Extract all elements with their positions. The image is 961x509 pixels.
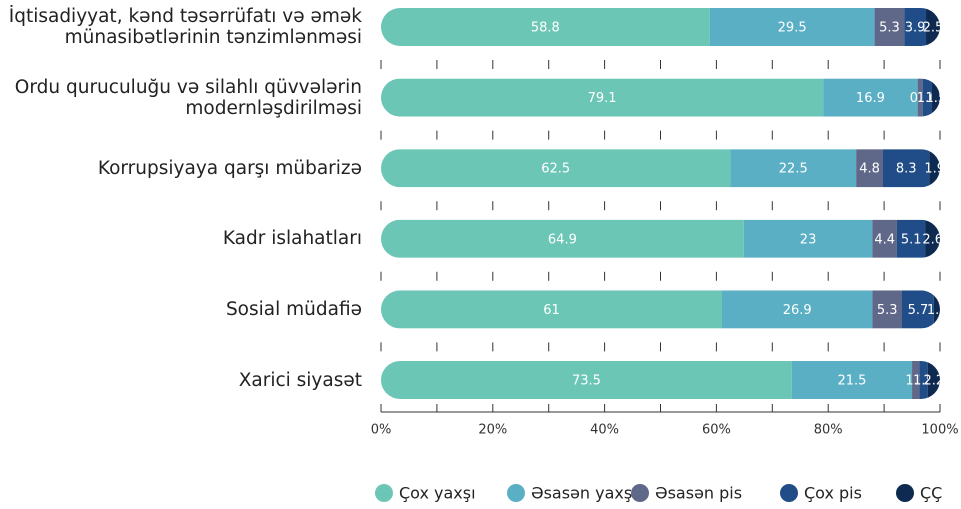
legend-swatch [375,484,393,502]
bar-segment [933,290,940,329]
bar-segment [919,361,928,399]
category-label: Ordu quruculuğu və silahlı qüvvələrin mo… [14,76,362,119]
data-label: 21.5 [837,374,866,389]
bar-row: 61 26.9 5.3 5.71.2 [381,290,948,329]
legend-label: Əsasən yaxşı [531,484,637,503]
data-label: 2.2 [924,374,945,389]
bar-segment [721,290,873,329]
legend-swatch [631,484,649,502]
bar-segment [709,8,875,46]
category-label: Sosial müdafiə [225,298,362,320]
data-label: 1.2 [927,303,948,318]
bar-segment [926,8,940,46]
data-label: 2.6 [922,232,943,247]
data-label: 5.7 [908,303,929,318]
x-tick-label: 60% [702,423,731,438]
category-label: Korrupsiyaya qarşı mübarizə [97,157,362,179]
x-tick-label: 100% [921,423,958,438]
x-tick-label: 20% [478,423,507,438]
bar-segment [917,78,923,117]
data-label: 26.9 [783,303,812,318]
bar-segment [931,78,940,117]
bar-row: 64.9 23 4.4 5.1 2.6 [381,219,943,258]
data-label: 8.3 [896,162,917,177]
data-label: 29.5 [778,21,807,36]
data-label: 5.3 [879,21,900,36]
bar-segment [381,149,731,188]
data-label: 2.5 [923,21,944,36]
bar-segment [896,219,926,258]
legend-swatch [780,484,798,502]
bar-row: 73.5 21.5 1.31.52.2 [381,361,945,399]
data-label: 79.1 [588,91,617,106]
legend-swatch [896,484,914,502]
bar-segment [925,219,940,258]
bar-segment [823,78,918,117]
bar-segment [381,78,824,117]
legend-label: Çox yaxşı [399,484,476,503]
category-label: Xarici siyasət [238,369,362,391]
bar-segment [381,219,744,258]
bar-segment [381,8,710,46]
data-label: 4.4 [874,232,895,247]
data-label: 62.5 [541,162,570,177]
bar-segment [901,290,934,329]
data-label: 58.8 [531,21,560,36]
data-label: 3.9 [905,21,926,36]
bar-segment [882,149,930,188]
bar-segment [856,149,883,188]
data-label: 16.9 [856,91,885,106]
data-label: 61 [543,303,560,318]
data-label: 23 [800,232,817,247]
data-label: 22.5 [779,162,808,177]
bar-segment [874,8,905,46]
bar-segment [929,149,940,188]
bar-row: 58.8 29.5 5.3 3.92.5 [381,8,944,46]
bar-segment [922,78,932,117]
category-label: İqtisadiyyat, kənd təsərrüfatı və əmək m… [8,6,362,48]
data-label: 64.9 [548,232,577,247]
bar-segment [927,361,940,399]
legend-swatch [507,484,525,502]
data-label: 1.5 [925,91,946,106]
x-tick-label: 0% [371,423,392,438]
bar-segment [872,219,897,258]
bar-row: 79.1 16.9 0.91.61.5 [381,78,946,117]
legend-label: Çox pis [804,484,862,503]
bar-segment [743,219,873,258]
bar-row: 62.5 22.5 4.8 8.3 1.9 [381,149,945,188]
bar-segment [381,290,722,329]
category-label: Kadr islahatları [222,228,362,250]
x-tick-label: 80% [814,423,843,438]
bar-segment [730,149,857,188]
legend-label: Əsasən pis [655,484,742,503]
legend-label: ÇÇ [920,484,942,503]
bar-segment [872,290,902,329]
data-label: 4.8 [859,162,880,177]
bar-segment [904,8,927,46]
data-label: 5.1 [901,232,922,247]
bar-segment [381,361,792,399]
bar-segment [791,361,913,399]
x-tick-label: 40% [590,423,619,438]
data-label: 1.9 [924,162,945,177]
data-label: 73.5 [572,374,601,389]
data-label: 5.3 [877,303,898,318]
bar-segment [912,361,920,399]
